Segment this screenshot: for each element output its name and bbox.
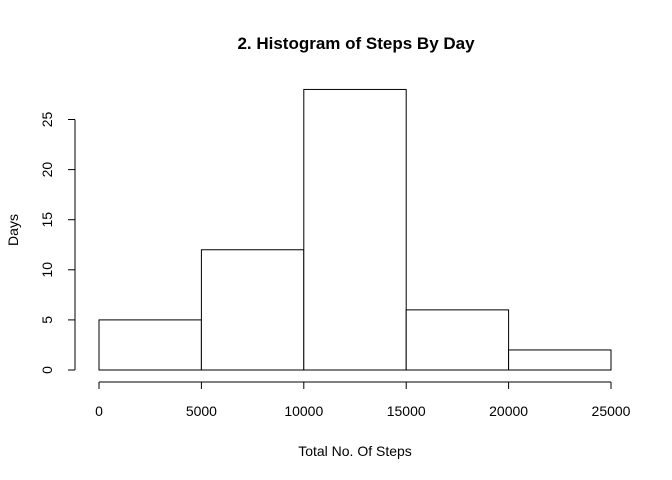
x-tick-label: 0 xyxy=(95,403,103,419)
y-axis-label: Days xyxy=(5,214,21,246)
y-tick-label: 20 xyxy=(39,162,55,178)
y-tick-label: 5 xyxy=(39,316,55,324)
histogram-bars xyxy=(98,88,612,371)
histogram-bar-1 xyxy=(98,319,202,371)
histogram-bar-3 xyxy=(303,88,407,371)
x-tick-label: 5000 xyxy=(186,403,217,419)
y-tick-label: 10 xyxy=(39,262,55,278)
x-tick-label: 10000 xyxy=(284,403,323,419)
y-tick-label: 0 xyxy=(39,366,55,374)
x-tick-label: 20000 xyxy=(489,403,528,419)
x-axis: 0 5000 10000 15000 20000 25000 xyxy=(95,381,631,419)
x-tick-label: 25000 xyxy=(592,403,631,419)
histogram-bar-5 xyxy=(508,349,612,371)
x-axis-label: Total No. Of Steps xyxy=(298,443,412,459)
y-axis: 0 5 10 15 20 25 xyxy=(39,112,76,374)
y-tick-label: 25 xyxy=(39,112,55,128)
histogram-bar-2 xyxy=(200,249,305,371)
chart-title: 2. Histogram of Steps By Day xyxy=(237,34,475,53)
histogram-bar-4 xyxy=(405,309,510,371)
y-tick-label: 15 xyxy=(39,212,55,228)
x-tick-label: 15000 xyxy=(387,403,426,419)
